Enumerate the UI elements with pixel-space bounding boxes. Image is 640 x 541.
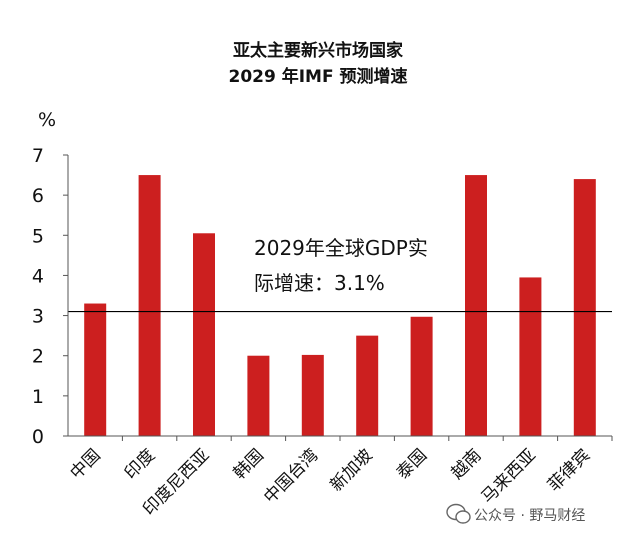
category-label: 马来西亚 xyxy=(478,445,540,507)
watermark-text: 公众号 · 野马财经 xyxy=(474,508,585,524)
bar xyxy=(193,233,215,436)
y-tick-label: 2 xyxy=(32,346,44,368)
bar xyxy=(573,179,596,437)
annotation: 2029年全球GDP实 际增速：3.1% xyxy=(254,236,428,295)
category-label: 中国台湾 xyxy=(260,445,322,507)
category-label: 泰国 xyxy=(393,445,431,483)
category-label: 菲律宾 xyxy=(544,445,594,495)
y-tick-label: 3 xyxy=(32,306,44,328)
category-label: 印度 xyxy=(121,445,159,483)
y-tick-label: 6 xyxy=(32,185,44,207)
wechat-icon xyxy=(446,503,471,524)
annotation-line-1: 2029年全球GDP实 xyxy=(254,236,428,260)
y-tick-label: 4 xyxy=(32,265,44,287)
bar xyxy=(465,175,487,437)
category-label: 韩国 xyxy=(230,445,268,483)
y-axis-unit: % xyxy=(38,109,56,131)
bar xyxy=(356,335,379,436)
y-tick-label: 1 xyxy=(32,386,44,408)
bar xyxy=(247,355,270,436)
y-tick-label: 7 xyxy=(32,145,44,167)
chart-title: 亚太主要新兴市场国家 2029 年IMF 预测增速 xyxy=(228,40,407,87)
category-label: 越南 xyxy=(447,445,485,483)
category-label: 中国 xyxy=(67,445,105,483)
bar xyxy=(301,354,324,436)
bar xyxy=(84,303,107,436)
category-label: 新加坡 xyxy=(327,445,377,495)
annotation-line-2: 际增速：3.1% xyxy=(254,271,385,295)
y-tick-label: 5 xyxy=(32,225,44,247)
y-axis-ticks: 0 1 2 3 4 5 6 7 xyxy=(32,145,68,448)
y-tick-label: 0 xyxy=(32,426,44,448)
watermark: 公众号 · 野马财经 xyxy=(446,503,585,524)
bar xyxy=(138,175,161,437)
bar xyxy=(410,316,433,436)
bar xyxy=(519,277,542,436)
bars xyxy=(84,175,596,437)
chart-title-line-1: 亚太主要新兴市场国家 xyxy=(233,40,403,61)
chart-title-line-2: 2029 年IMF 预测增速 xyxy=(228,66,407,87)
